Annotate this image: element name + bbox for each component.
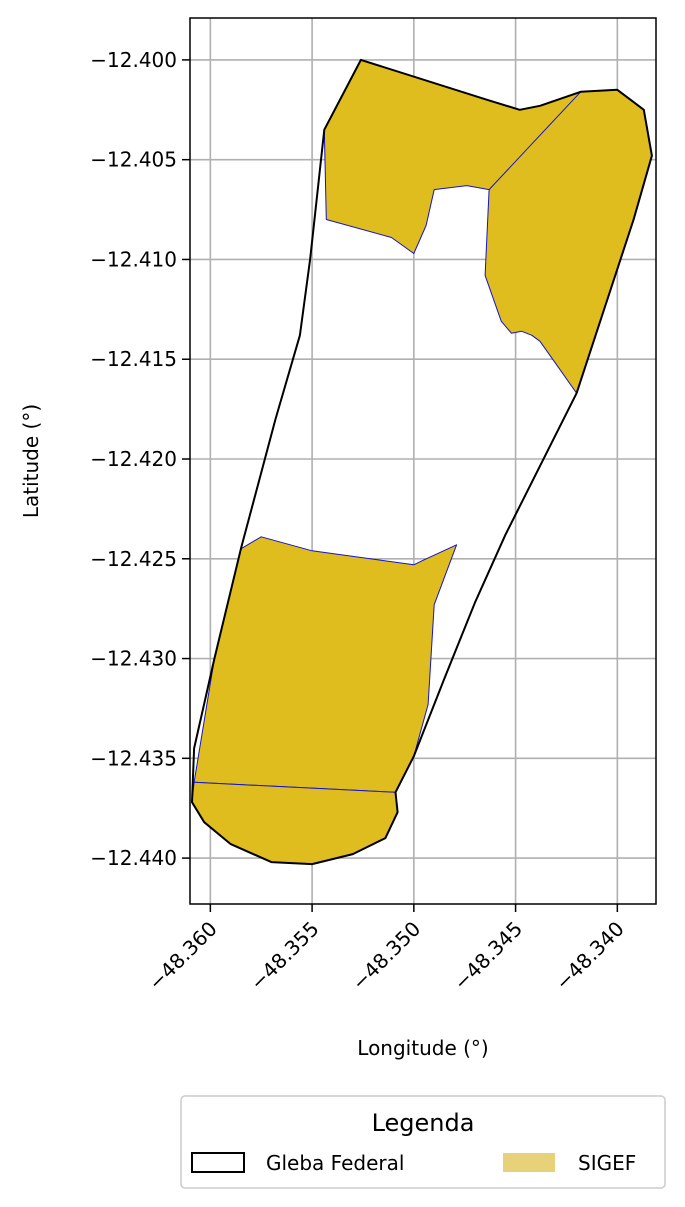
- sigef-parcel-1: [323, 59, 653, 394]
- y-tick-label: −12.400: [90, 48, 177, 72]
- legend-title: Legenda: [372, 1109, 475, 1137]
- y-tick-label: −12.440: [90, 846, 177, 870]
- x-axis-ticks: −48.360 −48.355 −48.350 −48.345 −48.340: [144, 904, 629, 995]
- x-tick-label: −48.355: [245, 917, 323, 995]
- legend-swatch-sigef: [503, 1153, 555, 1172]
- legend-label-sigef: SIGEF: [578, 1151, 636, 1175]
- y-tick-label: −12.430: [90, 647, 177, 671]
- legend: Legenda Gleba Federal SIGEF: [180, 1095, 666, 1189]
- y-axis-label: Latitude (°): [19, 404, 43, 518]
- x-tick-label: −48.345: [449, 917, 527, 995]
- y-axis-ticks: −12.400 −12.405 −12.410 −12.415 −12.420 −12.4…: [90, 48, 190, 870]
- x-axis-label: Longitude (°): [357, 1036, 488, 1060]
- sigef-polygons: [191, 59, 653, 865]
- sigef-parcel-2: [193, 536, 458, 793]
- y-tick-label: −12.425: [90, 547, 177, 571]
- sigef-parcel-3: [191, 781, 399, 865]
- y-tick-label: −12.410: [90, 247, 177, 271]
- y-tick-label: −12.415: [90, 347, 177, 371]
- y-tick-label: −12.405: [90, 148, 177, 172]
- sigef-internal-boundary: [488, 91, 582, 190]
- legend-label-gleba-federal: Gleba Federal: [266, 1151, 404, 1175]
- x-tick-label: −48.360: [144, 917, 222, 995]
- legend-swatch-gleba-federal: [191, 1152, 245, 1173]
- y-tick-label: −12.435: [90, 746, 177, 770]
- plot-frame: [189, 17, 657, 905]
- x-tick-label: −48.350: [347, 917, 425, 995]
- y-tick-label: −12.420: [90, 447, 177, 471]
- gleba-federal-polygon: [191, 58, 653, 866]
- gleba-federal-outline: [191, 58, 653, 866]
- x-tick-label: −48.340: [551, 917, 629, 995]
